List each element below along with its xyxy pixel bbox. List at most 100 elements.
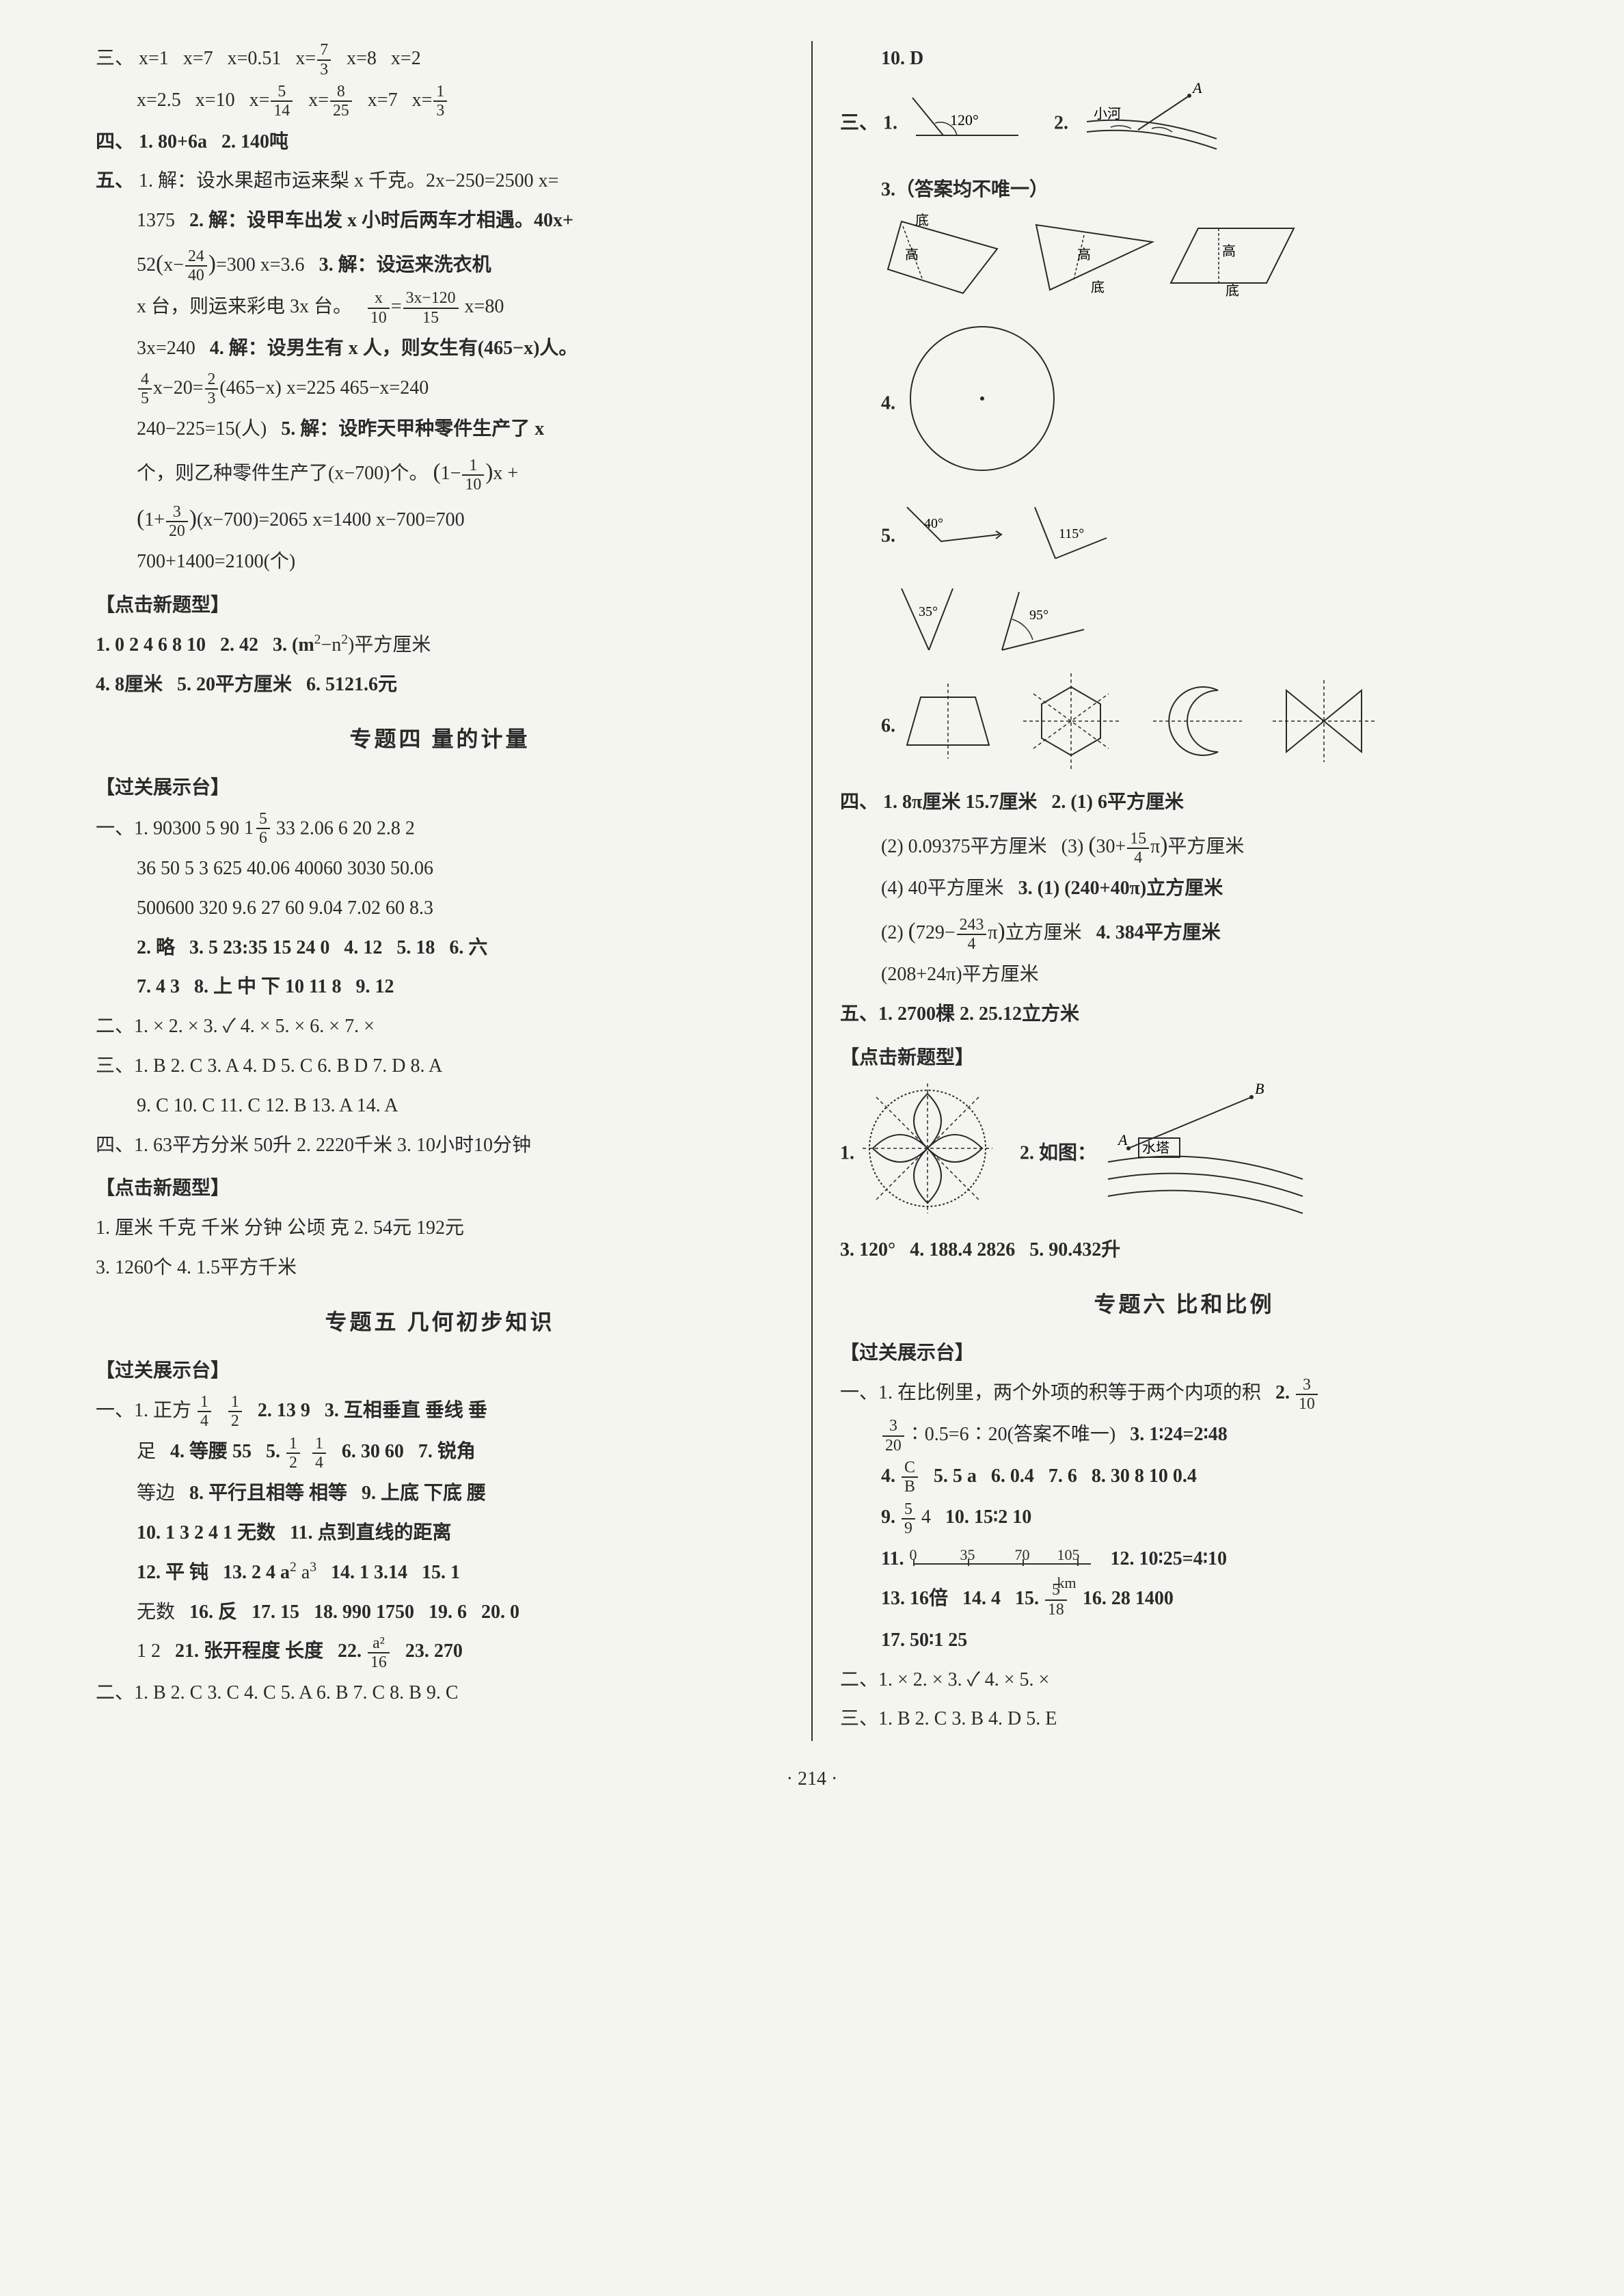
quad-1: 底 高 <box>881 211 1004 312</box>
pass-head4: 【过关展示台】 <box>96 770 784 806</box>
r-click-345: 3. 120° 4. 188.4 2826 5. 90.432升 <box>840 1232 1528 1268</box>
angle-95: 95° <box>982 582 1091 669</box>
t: 6. 5121.6元 <box>306 674 397 695</box>
v: x= <box>412 90 433 111</box>
sec4: 四、 1. 80+6a 2. 140吨 <box>96 124 784 160</box>
frac-4-5: 45 <box>138 370 152 407</box>
sec4-prefix: 四、 <box>96 131 134 152</box>
t6-1-1: 一、1. 在比例里，两个外项的积等于两个内项的积 2. 310 <box>840 1375 1528 1413</box>
frac-3-20r: 320 <box>882 1417 904 1454</box>
t: x + <box>493 463 518 484</box>
svg-text:水塔: 水塔 <box>1142 1140 1169 1156</box>
pass-head6: 【过关展示台】 <box>840 1336 1528 1371</box>
paren: ( <box>137 506 144 531</box>
paren: ) <box>485 459 493 485</box>
frac-5-14: 514 <box>271 83 293 120</box>
frac-24-40: 2440 <box>185 247 207 284</box>
sec4-1: 1. 80+6a <box>139 131 207 152</box>
r-s4-4b: (208+24π)平方厘米 <box>840 957 1528 992</box>
t: 1− <box>441 463 461 484</box>
t: 4. 解：设男生有 x 人，则女生有(465−x)人。 <box>210 338 578 359</box>
t: x 台，则运来彩电 3x 台。 <box>137 296 352 317</box>
frac-7-3: 73 <box>317 41 331 78</box>
t: −n <box>321 634 341 656</box>
frac-1-4: 14 <box>198 1393 211 1430</box>
t: 700+1400=2100(个) <box>137 551 295 572</box>
svg-text:高: 高 <box>1077 247 1091 262</box>
t: 4. <box>881 393 895 414</box>
t: 13. 2 4 a <box>223 1562 290 1583</box>
sec5-2b: 52(x−2440)=300 x=3.6 3. 解：设运来洗衣机 <box>96 243 784 285</box>
angle-35: 35° <box>881 582 977 669</box>
frac-3x120-15: 3x−12015 <box>403 289 459 326</box>
t: (465−x) x=225 465−x=240 <box>219 377 429 399</box>
t4-1-3: 500600 320 9.6 27 60 9.04 7.02 60 8.3 <box>96 891 784 926</box>
t: 3x=240 <box>137 338 195 359</box>
click-line2: 4. 8厘米 5. 20平方厘米 6. 5121.6元 <box>96 667 784 703</box>
t: x−20= <box>153 377 204 399</box>
sec3-line1: 三、 x=1 x=7 x=0.51 x=73 x=8 x=2 <box>96 41 784 79</box>
r-click-figs: 1. 2. 如图： <box>840 1080 1528 1229</box>
r-s3-5b: 35° 95° <box>840 582 1528 669</box>
r-s3-3-shapes: 底 高 高 底 高 底 <box>840 211 1528 312</box>
r-s4-2: (2) 0.09375平方厘米 (3) (30+154π)平方厘米 <box>840 824 1528 867</box>
click-line1: 1. 0 2 4 6 8 10 2. 42 3. (m2−n2)平方厘米 <box>96 627 784 663</box>
t: 等边 <box>137 1483 175 1504</box>
t: 1375 <box>137 210 175 231</box>
frac-3-10: 310 <box>1296 1376 1318 1413</box>
left-column: 三、 x=1 x=7 x=0.51 x=73 x=8 x=2 x=2.5 x=1… <box>96 41 784 1741</box>
frac-1-2: 12 <box>228 1393 242 1430</box>
eq: = <box>391 296 402 317</box>
r-s4-4: (2) (729−2434π)立方厘米 4. 384平方厘米 <box>840 910 1528 953</box>
t5-r2: 足 4. 等腰 55 5. 12 14 6. 30 60 7. 锐角 <box>96 1434 784 1472</box>
topic5-title: 专题五 几何初步知识 <box>96 1302 784 1342</box>
v: x=8 <box>347 48 377 69</box>
t4-1-1: 一、1. 90300 5 90 156 33 2.06 6 20 2.8 2 <box>96 810 784 847</box>
t: 23. 270 <box>405 1640 463 1662</box>
frac-8-25: 825 <box>330 83 352 120</box>
sec5-5b: 个，则乙种零件生产了(x−700)个。 (1−110)x + <box>96 451 784 494</box>
t4-s2: 二、1. × 2. × 3. ✓ 4. × 5. × 6. × 7. × <box>96 1009 784 1044</box>
t: 33 2.06 6 20 2.8 2 <box>271 818 415 839</box>
t: 22. <box>338 1640 366 1662</box>
t: 4. 8厘米 <box>96 674 163 695</box>
t: 15. 1 <box>422 1562 460 1583</box>
t: 2. 略 <box>137 937 175 958</box>
click-head4: 【点击新题型】 <box>96 1171 784 1206</box>
mixed-1-5-6: 156 <box>244 810 271 847</box>
topic4-title: 专题四 量的计量 <box>96 719 784 759</box>
t4-click2: 3. 1260个 4. 1.5平方千米 <box>96 1250 784 1286</box>
t6-r6: 13. 16倍 14. 4 15. 518 16. 28 1400 <box>840 1581 1528 1619</box>
v: x= <box>308 90 329 111</box>
r-click-head: 【点击新题型】 <box>840 1040 1528 1076</box>
symmetry-shapes <box>900 673 1392 781</box>
sec5-5c: (1+320)(x−700)=2065 x=1400 x−700=700 <box>96 498 784 540</box>
t: 8. 上 中 下 10 11 8 <box>194 976 341 997</box>
t4-row3: 7. 4 3 8. 上 中 下 10 11 8 9. 12 <box>96 969 784 1005</box>
t: (x−700)=2065 x=1400 x−700=700 <box>197 509 465 530</box>
circle-diagram <box>900 316 1064 493</box>
v: x=7 <box>183 48 213 69</box>
svg-text:小河: 小河 <box>1094 106 1121 122</box>
t6-r7: 17. 50∶1 25 <box>840 1623 1528 1658</box>
t6-s2: 二、1. × 2. × 3. ✓ 4. × 5. × <box>840 1662 1528 1698</box>
t5-1-1: 一、1. 正方 14 12 2. 13 9 3. 互相垂直 垂线 垂 <box>96 1393 784 1431</box>
svg-text:35°: 35° <box>919 604 938 619</box>
frac-5-9: 59 <box>902 1500 915 1537</box>
paren: ) <box>189 506 197 531</box>
frac-C-B: CB <box>902 1459 918 1496</box>
topic6-title: 专题六 比和比例 <box>840 1284 1528 1325</box>
v: x=10 <box>195 90 235 111</box>
t: 10. 1 3 2 4 1 无数 <box>137 1522 275 1543</box>
sec5-4b: 45x−20=23(465−x) x=225 465−x=240 <box>96 370 784 408</box>
r-s3-6: 6. <box>840 673 1528 781</box>
frac-a2-16: a²16 <box>368 1634 390 1671</box>
angle-120-diagram: 120° <box>902 87 1025 161</box>
r-s3-2: 2. <box>1054 112 1068 133</box>
t: 3. 解：设运来洗衣机 <box>319 254 491 275</box>
right-column: 10. D 三、 1. 120° 2. A <box>840 41 1528 1741</box>
t: x− <box>163 254 184 275</box>
t: 3. 互相垂直 垂线 垂 <box>325 1400 487 1421</box>
t: 6. 六 <box>449 937 487 958</box>
t: 5. 18 <box>396 937 435 958</box>
